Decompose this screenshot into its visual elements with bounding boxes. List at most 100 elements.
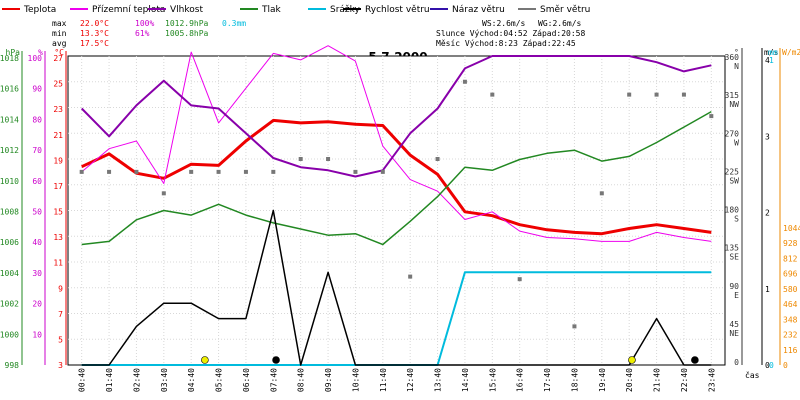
right-axis-tick: 812 bbox=[783, 254, 798, 263]
right-axis-tick: 225 bbox=[725, 167, 740, 176]
stat-value: 13.3°C bbox=[80, 29, 109, 38]
left-axis-tick: 17 bbox=[53, 182, 63, 191]
left-axis-tick: 23 bbox=[53, 105, 63, 114]
stat-value: 17.5°C bbox=[80, 39, 109, 48]
left-axis-tick: 40 bbox=[32, 238, 42, 247]
legend-label: Teplota bbox=[23, 5, 56, 15]
markers bbox=[201, 356, 699, 364]
left-axis-title: hPa bbox=[6, 48, 21, 57]
right-axis-tick: 1 bbox=[765, 285, 770, 294]
series-line-rychlost-v-tru bbox=[81, 209, 712, 366]
x-tick-label: 12:40 bbox=[406, 368, 415, 392]
left-axis-tick: 1016 bbox=[0, 85, 19, 94]
right-axis-tick: 3 bbox=[765, 132, 770, 141]
series-line-vlhkost bbox=[80, 55, 712, 178]
series-line-teplota bbox=[81, 118, 712, 236]
left-axis-tick: 10 bbox=[32, 330, 42, 339]
wind-direction-point bbox=[134, 169, 139, 174]
series-line-tlak bbox=[81, 110, 712, 246]
wind-direction-point bbox=[216, 169, 221, 174]
right-axis-tick: 45 bbox=[729, 320, 739, 329]
ws-value: WS:2.6m/s bbox=[482, 19, 526, 28]
axes: hPa9981000100210041006100810101012101410… bbox=[0, 48, 800, 392]
wind-direction-point bbox=[654, 92, 659, 97]
x-tick-label: 13:40 bbox=[434, 368, 443, 392]
right-axis-tick: 232 bbox=[783, 331, 798, 340]
left-axis-tick: 70 bbox=[32, 146, 42, 155]
stats-text: max 22.0°C 100% 1012.9hPa 0.3mm min 13.3°C 61% 1… bbox=[52, 19, 585, 48]
sun-times: Slunce Východ:04:52 Západ:20:58 bbox=[436, 29, 585, 38]
wind-direction-point bbox=[271, 169, 276, 174]
left-axis-tick: 80 bbox=[32, 115, 42, 124]
stat-label: avg bbox=[52, 39, 67, 48]
left-axis-tick: 90 bbox=[32, 85, 42, 94]
right-axis-tick: NE bbox=[729, 329, 739, 338]
stat-value: 1005.8hPa bbox=[165, 29, 209, 38]
wind-direction-point bbox=[572, 324, 577, 329]
right-axis-title: mm bbox=[768, 48, 778, 57]
right-axis-tick: N bbox=[734, 62, 739, 71]
x-tick-label: 20:40 bbox=[625, 368, 634, 392]
wind-direction-point bbox=[326, 157, 331, 161]
left-axis-tick: 15 bbox=[53, 208, 63, 217]
wind-direction-point bbox=[353, 169, 358, 174]
left-axis-tick: 1006 bbox=[0, 238, 19, 247]
right-axis-tick: 180 bbox=[725, 206, 740, 215]
x-tick-label: 15:40 bbox=[488, 368, 497, 392]
wind-direction-point bbox=[599, 191, 604, 196]
left-axis-tick: 998 bbox=[5, 361, 20, 370]
left-axis-tick: 60 bbox=[32, 177, 42, 186]
legend-label: Rychlost větru bbox=[365, 5, 430, 15]
wg-value: WG:2.6m/s bbox=[538, 19, 582, 28]
legend-label: Náraz větru bbox=[452, 5, 505, 15]
right-axis-tick: 0 bbox=[769, 361, 774, 370]
left-axis-tick: 11 bbox=[53, 259, 63, 268]
right-axis-tick: 270 bbox=[725, 129, 740, 138]
left-axis-title: °C bbox=[54, 48, 64, 57]
left-axis-tick: 1004 bbox=[0, 269, 19, 278]
x-tick-label: 09:40 bbox=[324, 368, 333, 392]
x-tick-label: 01:40 bbox=[105, 368, 114, 392]
left-axis-tick: 30 bbox=[32, 269, 42, 278]
left-axis-tick: 1000 bbox=[0, 330, 19, 339]
right-axis-tick: 928 bbox=[783, 239, 798, 248]
x-tick-label: 04:40 bbox=[187, 368, 196, 392]
wind-direction-point bbox=[462, 79, 467, 84]
stat-label: min bbox=[52, 29, 67, 38]
right-axis-tick: 135 bbox=[725, 244, 740, 253]
right-axis-title: m/s bbox=[764, 48, 779, 57]
legend-label: Tlak bbox=[261, 5, 282, 15]
x-tick-label: 19:40 bbox=[598, 368, 607, 392]
right-axis-title: ° bbox=[734, 48, 739, 57]
stat-value: 0.3mm bbox=[222, 19, 246, 28]
left-axis-tick: 5 bbox=[58, 335, 63, 344]
legend-label: Vlhkost bbox=[170, 5, 203, 15]
left-axis-tick: 27 bbox=[53, 54, 63, 63]
moon-marker bbox=[272, 356, 280, 364]
sun-marker bbox=[628, 356, 636, 364]
x-tick-label: 23:40 bbox=[707, 368, 716, 392]
wind-direction-point bbox=[161, 191, 166, 196]
x-tick-label: 16:40 bbox=[516, 368, 525, 392]
wind-direction-point bbox=[380, 169, 385, 174]
wind-direction-point bbox=[189, 169, 194, 174]
x-tick-label: 07:40 bbox=[269, 368, 278, 392]
left-axis-tick: 7 bbox=[58, 310, 63, 319]
stat-value: 100% bbox=[135, 19, 154, 28]
right-axis-tick: 4 bbox=[765, 56, 770, 65]
x-tick-label: 10:40 bbox=[351, 368, 360, 392]
right-axis-tick: S bbox=[734, 215, 739, 224]
wind-direction-point bbox=[709, 114, 714, 119]
left-axis-tick: 1002 bbox=[0, 300, 19, 309]
right-axis-tick: 90 bbox=[729, 282, 739, 291]
right-axis-tick: E bbox=[734, 291, 739, 300]
x-axis-label: čas bbox=[745, 370, 760, 380]
plot-frame bbox=[67, 55, 726, 366]
right-axis-tick: NW bbox=[729, 100, 739, 109]
series-line-p-zemn-teplota bbox=[81, 45, 712, 242]
legend-label: Směr větru bbox=[540, 5, 590, 15]
stat-value: 1012.9hPa bbox=[165, 19, 209, 28]
series bbox=[79, 45, 714, 366]
right-axis-title: W/m2 bbox=[782, 48, 800, 57]
